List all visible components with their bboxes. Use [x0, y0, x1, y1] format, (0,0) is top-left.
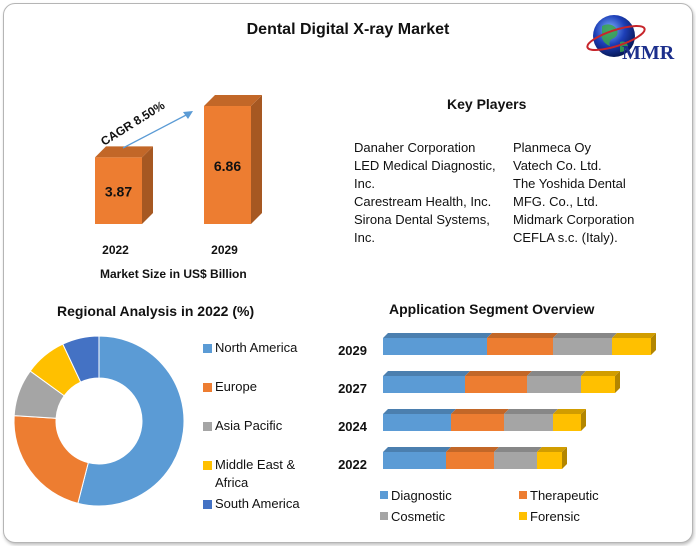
legend-swatch	[203, 422, 212, 431]
key-player-line: The Yoshida Dental	[513, 176, 626, 191]
bar-chart-xlabel: Market Size in US$ Billion	[100, 267, 247, 281]
legend-label-line: South America	[215, 496, 300, 511]
legend-label: Cosmetic	[391, 509, 446, 524]
application-chart-title: Application Segment Overview	[389, 301, 595, 317]
regional-chart-title: Regional Analysis in 2022 (%)	[57, 303, 255, 319]
legend-label-line: Middle East &	[215, 457, 296, 472]
key-player-line: Midmark Corporation	[513, 212, 635, 227]
key-player-line: Planmeca Oy	[513, 140, 592, 155]
legend-label: Middle East & Africa	[215, 456, 295, 492]
legend-swatch	[519, 512, 527, 520]
legend-swatch	[380, 512, 388, 520]
key-player-line: CEFLA s.c. (Italy).	[513, 230, 618, 245]
legend-swatch	[203, 500, 212, 509]
key-player-line: Sirona Dental Systems,	[354, 212, 490, 227]
key-player-line: LED Medical Diagnostic,	[354, 158, 496, 173]
legend-label-line: Africa	[215, 475, 249, 490]
key-players-left-list: Danaher Corporation LED Medical Diagnost…	[354, 139, 504, 247]
legend-label: North America	[215, 339, 297, 357]
legend-label: South America	[215, 495, 300, 513]
legend-swatch	[203, 461, 212, 470]
legend-label: Forensic	[530, 509, 580, 524]
legend-swatch	[203, 344, 212, 353]
legend-label-line: Asia Pacific	[215, 418, 283, 433]
legend-label: Diagnostic	[391, 488, 452, 503]
key-player-line: Inc.	[354, 230, 375, 245]
page-title: Dental Digital X-ray Market	[246, 21, 450, 38]
legend-swatch	[380, 491, 388, 499]
legend-label-line: North America	[215, 340, 298, 355]
key-player-line: Danaher Corporation	[354, 140, 476, 155]
key-player-line: Vatech Co. Ltd.	[513, 158, 602, 173]
key-player-line: MFG. Co., Ltd.	[513, 194, 599, 209]
key-players-title: Key Players	[447, 96, 527, 112]
key-player-line: Carestream Health, Inc.	[354, 194, 492, 209]
key-player-line: Inc.	[354, 176, 375, 191]
legend-label: Therapeutic	[530, 488, 599, 503]
legend-swatch	[519, 491, 527, 499]
key-players-right-list: Planmeca Oy Vatech Co. Ltd. The Yoshida …	[513, 139, 663, 247]
legend-label: Europe	[215, 378, 257, 396]
legend-swatch	[203, 383, 212, 392]
globe-icon	[586, 15, 646, 57]
legend-label-line: Europe	[215, 379, 257, 394]
legend-label: Asia Pacific	[215, 417, 282, 435]
logo-text: MMR	[622, 42, 675, 64]
